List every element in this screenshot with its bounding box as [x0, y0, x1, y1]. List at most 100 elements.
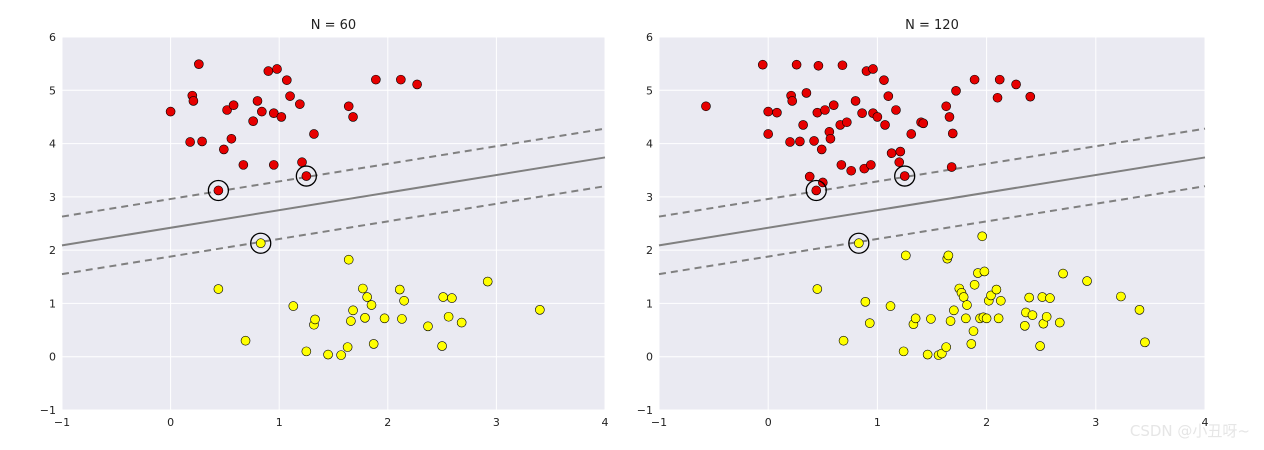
red-point [188, 96, 199, 106]
yellow-point [962, 300, 972, 310]
yellow-point [949, 305, 959, 316]
chart-title: N = 60 [311, 18, 356, 33]
red-point [763, 106, 774, 117]
red-point [791, 59, 802, 70]
red-point [257, 106, 267, 117]
yellow-point [979, 266, 990, 277]
red-point [941, 101, 951, 112]
panel-n60: −1 0 1 2 3 4 −1 0 1 2 3 4 5 6 N = 60 [40, 18, 609, 429]
red-point [213, 185, 224, 196]
red-point [816, 144, 827, 155]
red-point [343, 101, 354, 112]
yellow-point [838, 335, 849, 346]
tick-labels: −1 0 1 2 3 4 −1 0 1 2 3 4 5 6 [637, 31, 1209, 429]
red-point [837, 60, 848, 71]
margin-line [61, 127, 606, 218]
support-vector-circle [207, 179, 230, 202]
yellow-point [346, 316, 356, 326]
y-tick-label: 0 [646, 351, 653, 364]
x-tick-label: 1 [874, 416, 881, 429]
yellow-point [1027, 310, 1038, 320]
y-tick-label: −1 [40, 404, 56, 417]
yellow-point [910, 313, 921, 324]
red-point [301, 171, 312, 181]
x-tick-label: 4 [1202, 416, 1209, 429]
yellow-point [423, 321, 433, 332]
red-point [787, 96, 798, 106]
y-tick-label: 5 [646, 84, 653, 97]
y-tick-label: 6 [49, 31, 56, 44]
red-point [994, 74, 1005, 85]
plot-background [62, 37, 605, 410]
yellow-point [240, 335, 251, 346]
support-vector-circle [250, 232, 272, 254]
yellow-point [1116, 291, 1126, 302]
yellow-point [397, 314, 407, 324]
red-point [701, 101, 711, 112]
plot-background [659, 37, 1205, 410]
yellow-point [437, 341, 447, 351]
red-point [883, 91, 894, 101]
y-tick-label: 3 [49, 191, 56, 204]
red-point [268, 108, 279, 118]
red-point [282, 75, 292, 85]
red-point [763, 129, 774, 139]
decision-boundary-lines [658, 127, 1206, 276]
margin-line [658, 127, 1206, 218]
red-point [228, 100, 239, 111]
red-point [894, 157, 905, 168]
red-point [785, 137, 795, 147]
x-tick-label: 2 [384, 416, 391, 429]
red-point [276, 112, 287, 122]
red-point [371, 74, 381, 85]
data-points [165, 59, 545, 360]
x-tick-label: 0 [765, 416, 772, 429]
y-tick-label: 3 [646, 191, 653, 204]
red-point [813, 60, 824, 71]
red-point [804, 171, 815, 182]
yellow-point [482, 276, 493, 287]
yellow-point [991, 284, 1002, 295]
red-point [880, 120, 890, 130]
support-vector-circles [805, 165, 916, 254]
red-point [268, 160, 279, 170]
grid [658, 36, 1206, 411]
red-point [868, 64, 878, 74]
yellow-point [288, 301, 299, 311]
x-tick-label: 3 [493, 416, 500, 429]
yellow-point [922, 349, 933, 360]
yellow-point [366, 300, 377, 310]
support-vector-circle [894, 165, 916, 187]
red-point [412, 79, 422, 90]
yellow-point [1134, 305, 1145, 315]
yellow-point [1140, 337, 1150, 348]
yellow-point [1045, 293, 1055, 303]
red-point [951, 86, 961, 96]
yellow-point [447, 293, 457, 303]
red-point [1025, 91, 1036, 102]
panel-n120: −1 0 1 2 3 4 −1 0 1 2 3 4 5 6 N = 120 [637, 18, 1209, 429]
yellow-point [438, 292, 448, 302]
red-point [899, 171, 910, 181]
yellow-point [961, 313, 971, 324]
red-point [992, 92, 1003, 103]
red-point [809, 136, 819, 146]
red-point [252, 96, 263, 106]
yellow-point [977, 231, 988, 242]
red-point [811, 185, 822, 196]
red-point [295, 99, 305, 109]
red-point [757, 59, 768, 70]
grid [61, 36, 606, 411]
red-point [886, 148, 897, 158]
red-point [850, 96, 861, 106]
x-tick-label: −1 [54, 416, 70, 429]
watermark: CSDN @小丑呀~ [1130, 422, 1250, 440]
yellow-point [343, 254, 354, 265]
red-point [825, 133, 836, 144]
red-point [1011, 79, 1021, 90]
tick-labels: −1 0 1 2 3 4 −1 0 1 2 3 4 5 6 [40, 31, 609, 429]
yellow-point [456, 317, 467, 328]
yellow-point [362, 292, 372, 302]
red-point [895, 146, 906, 157]
